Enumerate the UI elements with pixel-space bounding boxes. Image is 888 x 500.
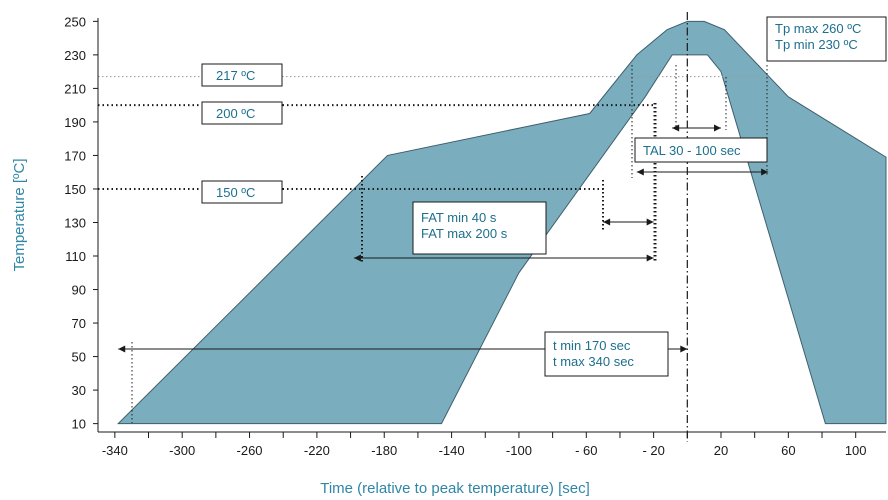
tal-box-line: TAL 30 - 100 sec — [643, 143, 741, 158]
y-tick-label: 110 — [65, 249, 86, 264]
y-tick-label: 130 — [64, 215, 86, 230]
y-tick-label: 30 — [72, 383, 86, 398]
x-axis-title: Time (relative to peak temperature) [sec… — [320, 480, 590, 497]
y-tick-label: 10 — [72, 417, 86, 432]
label-200c-box — [201, 101, 283, 125]
x-tick-label: -100 — [506, 443, 532, 458]
time-arrow-head-right — [680, 345, 688, 353]
label-217c: 217 ºC — [216, 68, 255, 83]
fat-min-arrow-head-right — [646, 218, 654, 226]
x-tick-label: -340 — [102, 443, 128, 458]
fat-box-line: FAT min 40 s — [421, 210, 497, 225]
fat-box — [412, 201, 547, 255]
y-tick-label: 170 — [64, 148, 86, 163]
label-200c: 200 ºC — [216, 106, 255, 121]
time-box-line: t max 340 sec — [553, 354, 634, 369]
y-tick-label: 250 — [64, 14, 86, 29]
y-tick-label: 90 — [72, 283, 86, 298]
time-box — [544, 331, 669, 377]
time-arrow-head-left — [118, 345, 126, 353]
label-150c: 150 ºC — [216, 185, 255, 200]
x-tick-label: -220 — [304, 443, 330, 458]
time-box-line: t min 170 sec — [553, 338, 631, 353]
x-tick-label: 60 — [781, 443, 795, 458]
y-tick-label: 230 — [64, 48, 86, 63]
tal-max-arrow-head-left — [636, 168, 644, 176]
x-tick-label: -260 — [237, 443, 263, 458]
y-tick-label: 190 — [64, 115, 86, 130]
guide-lines-layer — [98, 12, 770, 442]
fat-box-line: FAT max 200 s — [421, 226, 508, 241]
x-tick-label: - 60 — [575, 443, 597, 458]
tp-box — [766, 16, 887, 62]
tal-min-arrow-head-left — [672, 124, 680, 132]
y-tick-label: 210 — [64, 81, 86, 96]
tal-min-arrow-head-right — [713, 124, 721, 132]
y-tick-label: 150 — [64, 182, 86, 197]
tal-max-arrow-head-right — [761, 168, 769, 176]
x-tick-label: -140 — [439, 443, 465, 458]
tp-box-line: Tp max 260 ºC — [775, 21, 861, 36]
x-tick-label: 100 — [845, 443, 867, 458]
y-tick-label: 70 — [72, 316, 86, 331]
y-tick-label: 50 — [72, 350, 86, 365]
x-tick-label: -300 — [169, 443, 195, 458]
y-axis-title: Temperature [ºC] — [11, 158, 28, 271]
x-tick-label: - 20 — [642, 443, 664, 458]
fat-min-arrow-head-left — [603, 218, 611, 226]
x-tick-label: 20 — [714, 443, 728, 458]
label-217c-box — [201, 63, 283, 87]
tal-box — [634, 137, 768, 163]
x-tick-label: -180 — [371, 443, 397, 458]
tp-box-line: Tp min 230 ºC — [775, 37, 858, 52]
label-150c-box — [201, 180, 283, 204]
axes-layer: 10 30 50 70 90 110 130 150 170 190 210 230 250 -340 -3… — [64, 14, 886, 458]
fat-max-arrow-head-right — [646, 254, 654, 262]
fat-max-arrow-head-left — [353, 254, 361, 262]
